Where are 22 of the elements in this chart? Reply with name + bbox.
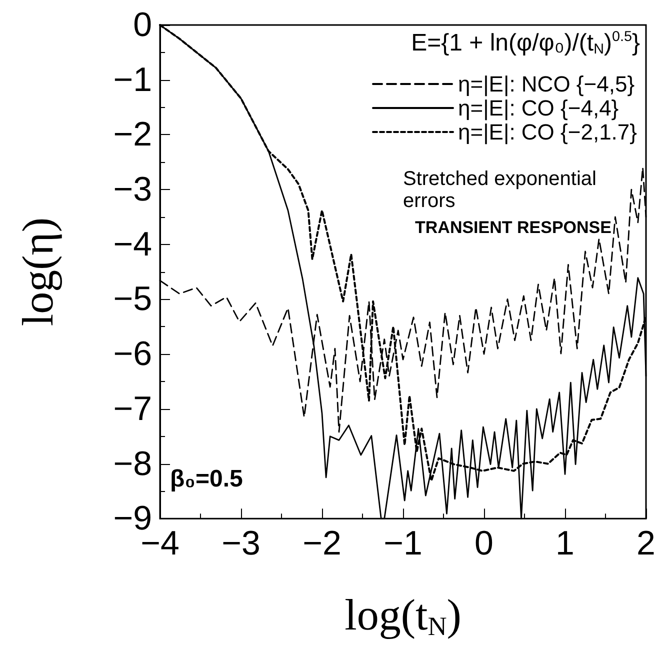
y-tick-label: −3 xyxy=(113,170,152,209)
y-tick-label: −2 xyxy=(113,116,152,154)
legend-label: η=|E|: CO {−2,1.7} xyxy=(458,120,638,144)
y-tick-label: −1 xyxy=(113,60,152,99)
annotation: β₀=0.5 xyxy=(170,466,243,493)
y-tick-label: −8 xyxy=(113,444,152,483)
y-tick-label: −6 xyxy=(113,335,152,374)
y-tick-label: 0 xyxy=(133,6,152,44)
annotation: Stretched exponential errors xyxy=(403,168,602,212)
annotation: TRANSIENT RESPONSE xyxy=(415,218,612,237)
x-tick-label: −3 xyxy=(222,524,260,563)
x-tick-label: 2 xyxy=(636,524,656,563)
legend-label: η=|E|: CO {−4,4} xyxy=(458,96,619,120)
x-tick-label: 1 xyxy=(556,524,574,563)
x-tick-label: −2 xyxy=(302,524,342,563)
y-tick-label: −7 xyxy=(113,390,152,428)
y-tick-label: −4 xyxy=(113,225,152,264)
y-axis-title: log(η) xyxy=(14,218,62,326)
y-tick-label: −5 xyxy=(113,280,152,318)
x-tick-label: 0 xyxy=(474,524,494,563)
x-tick-label: −1 xyxy=(384,524,422,563)
legend-label: η=|E|: NCO {−4,5} xyxy=(458,72,635,96)
